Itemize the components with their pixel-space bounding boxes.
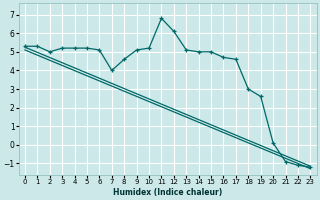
X-axis label: Humidex (Indice chaleur): Humidex (Indice chaleur) — [113, 188, 222, 197]
